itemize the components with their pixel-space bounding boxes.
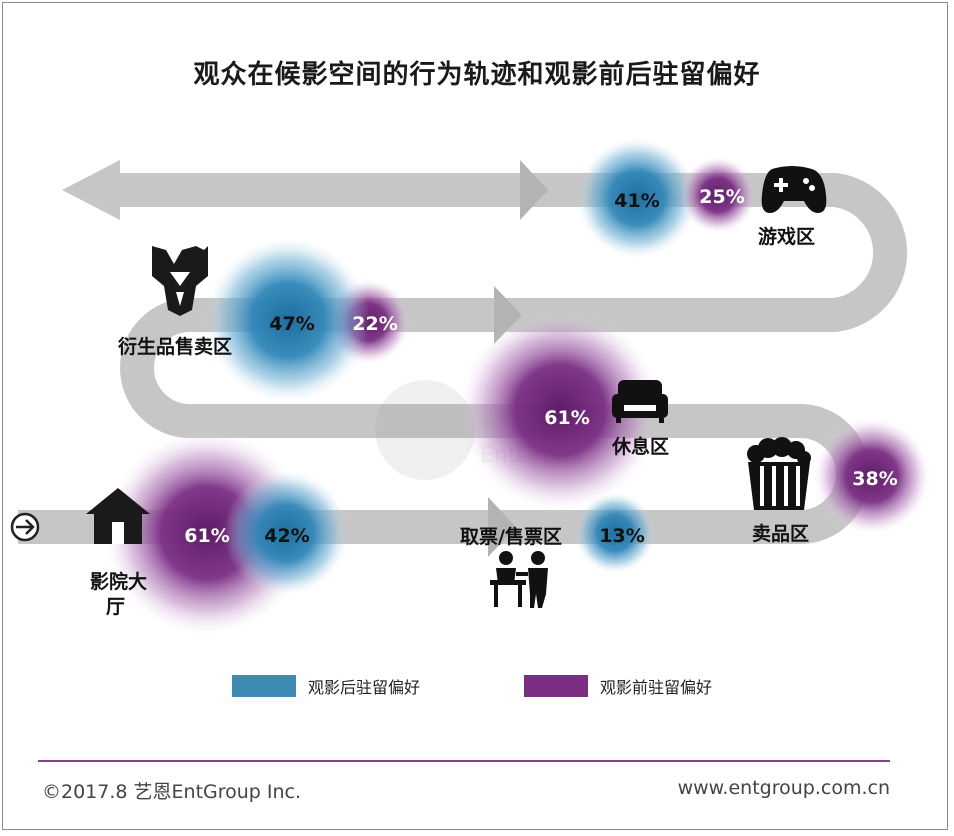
lobby-zone-label-line1: 影院大 (90, 571, 148, 593)
footer-divider (38, 760, 890, 762)
footer-copyright: ©2017.8 艺恩EntGroup Inc. (42, 781, 302, 803)
lobby-after-bubble (224, 471, 348, 595)
diagram-title: 观众在候影空间的行为轨迹和观影前后驻留偏好 (193, 60, 761, 90)
ticket-after-bubble (575, 493, 655, 573)
lounge-before-pct: 61% (544, 407, 589, 429)
game-after-pct: 41% (614, 190, 659, 212)
game-zone-label: 游戏区 (758, 226, 816, 248)
legend-before-swatch (524, 675, 588, 697)
merch-zone-label: 衍生品售卖区 (118, 336, 233, 358)
chevron-upper (520, 160, 548, 220)
exit-arrowhead (62, 160, 120, 220)
legend-before-label: 观影前驻留偏好 (600, 678, 713, 697)
lobby-zone-label-line2: 厅 (106, 596, 126, 618)
popcorn-icon (747, 437, 811, 510)
ticket-counter-icon (490, 551, 548, 608)
snack-before-bubble (814, 418, 930, 534)
snack-zone-label: 卖品区 (752, 523, 810, 545)
ticket-after-pct: 13% (599, 525, 644, 547)
legend-before: 观影前驻留偏好 (524, 674, 712, 698)
merch-after-pct: 47% (269, 313, 314, 335)
lounge-before-bubble (460, 310, 660, 510)
legend-after: 观影后驻留偏好 (232, 674, 420, 698)
lounge-zone-label: 休息区 (612, 436, 670, 458)
game-after-bubble (577, 138, 697, 258)
lobby-after-pct: 42% (264, 525, 309, 547)
legend-after-label: 观影后驻留偏好 (308, 678, 421, 697)
gamepad-icon (761, 166, 827, 213)
footer-website: www.entgroup.com.cn (677, 777, 890, 799)
lobby-before-pct: 61% (184, 525, 229, 547)
merch-after-bubble (206, 238, 370, 402)
game-before-pct: 25% (699, 186, 744, 208)
sofa-icon (612, 380, 668, 423)
decepticon-logo-icon (152, 246, 208, 316)
merch-before-pct: 22% (352, 313, 397, 335)
ticket-zone-label: 取票/售票区 (460, 526, 562, 548)
chevron-lower (488, 497, 516, 557)
legend-after-swatch (232, 675, 296, 697)
entry-arrow-icon (10, 512, 40, 542)
snack-before-pct: 38% (852, 468, 897, 490)
house-icon (86, 488, 150, 544)
game-before-bubble (680, 157, 756, 233)
